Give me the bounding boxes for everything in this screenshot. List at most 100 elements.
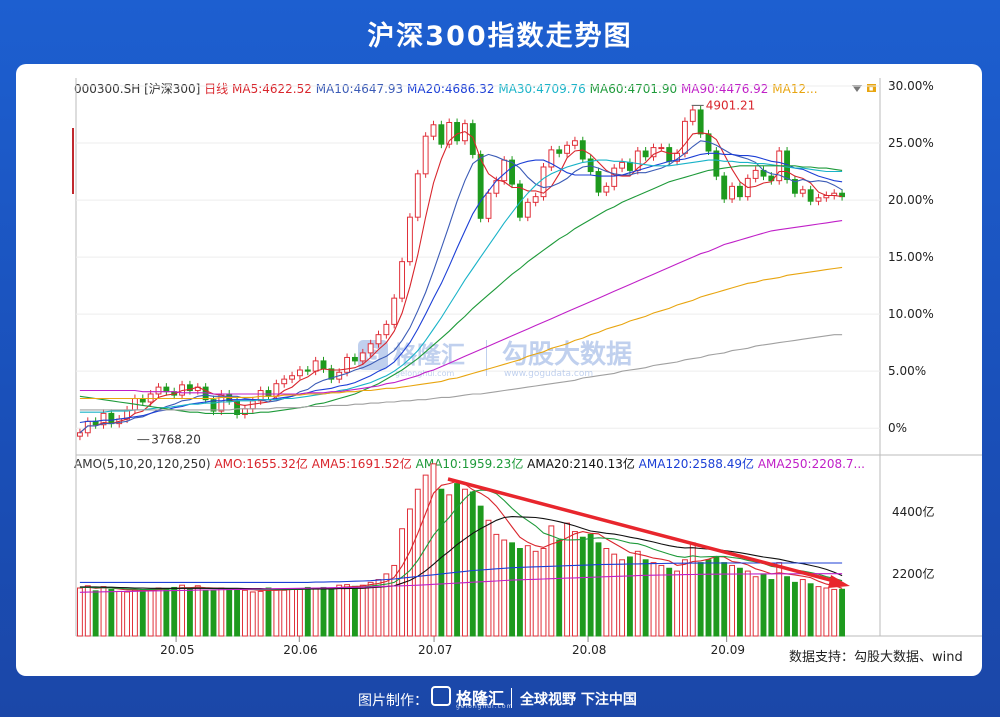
price-annotation: 4901.21 [706, 98, 756, 112]
legend-item: AMA20:2140.13亿 [523, 456, 635, 471]
volume-bar [666, 567, 673, 637]
candle-body [446, 122, 453, 145]
volume-bar [171, 586, 178, 637]
volume-bar [477, 505, 484, 637]
footer-slogan: 全球视野 下注中国 [520, 692, 637, 708]
volume-bar [571, 531, 578, 637]
lock-icon[interactable]: ■ [867, 84, 876, 93]
volume-bar [634, 550, 641, 637]
legend-item: AMO(5,10,20,120,250) [74, 457, 211, 471]
legend-item: MA10:4647.93 [312, 82, 403, 96]
volume-y-tick: 4400亿 [892, 504, 935, 519]
candle-body [163, 386, 170, 393]
candle-body [516, 183, 523, 218]
candle-body [509, 159, 516, 185]
candle-body [375, 334, 382, 345]
volume-bar [257, 590, 264, 637]
volume-bar [359, 584, 366, 637]
candle-body [619, 161, 626, 169]
volume-bar [249, 591, 256, 637]
legend-item: MA5:4622.52 [228, 82, 312, 96]
volume-bar [383, 573, 390, 637]
volume-bar [328, 589, 335, 637]
volume-bar [768, 579, 775, 637]
candle-body [367, 343, 374, 354]
volume-bar [84, 585, 91, 637]
candle-body [603, 185, 610, 193]
candle-body [532, 196, 539, 203]
volume-bar [446, 494, 453, 637]
volume-bar [289, 588, 296, 637]
footer-made-by-label: 图片制作： [358, 693, 428, 709]
volume-bar [556, 539, 563, 637]
volume-bar [351, 585, 358, 637]
volume-bar [92, 590, 99, 637]
volume-bar [532, 550, 539, 637]
candle-body [799, 189, 806, 194]
ma-line-ma20 [79, 152, 843, 424]
volume-bar [548, 525, 555, 637]
watermark: G 格隆汇 gelonghui.com 勾股大数据 www.gogudata.c… [358, 340, 632, 379]
candle-body [791, 179, 798, 194]
legend-item: AMA10:1959.23亿 [412, 456, 524, 471]
price-y-tick: 20.00% [888, 193, 934, 207]
volume-bar [124, 591, 131, 637]
candle-body [666, 147, 673, 162]
ma-line-ma120 [79, 266, 843, 400]
candle-body [328, 368, 335, 380]
volume-ma-line-ama120 [79, 562, 843, 583]
volume-bar [799, 579, 806, 637]
volume-bar [296, 588, 303, 637]
volume-bar [186, 588, 193, 637]
volume-bar [163, 588, 170, 637]
legend-item: AMA120:2588.49亿 [635, 456, 754, 471]
volume-bar [752, 576, 759, 637]
candle-body [344, 356, 351, 373]
volume-bar [619, 559, 626, 637]
watermark-brand1: 格隆汇 [393, 341, 465, 369]
ma-line-ma90 [79, 220, 843, 395]
volume-bar [438, 488, 445, 637]
volume-bar [729, 564, 736, 637]
x-tick-label: 20.08 [572, 643, 606, 657]
ma-line-ma250 [79, 334, 843, 411]
volume-bar [831, 588, 838, 637]
volume-bar [516, 548, 523, 637]
candle-body [92, 420, 99, 426]
volume-bar [414, 488, 421, 637]
chart-svg: 000300.SH [沪深300] 日线 MA5:4622.52 MA10:46… [72, 78, 982, 665]
footer-logo-icon [431, 686, 451, 706]
volume-bar [603, 548, 610, 637]
volume-bar [736, 567, 743, 637]
footer-logo-sub: gelonghui.com [456, 703, 514, 710]
volume-bar [430, 463, 437, 637]
candle-body [422, 135, 429, 175]
x-tick-label: 20.05 [160, 643, 194, 657]
candle-body [626, 161, 633, 171]
volume-bar [375, 579, 382, 637]
x-tick-label: 20.06 [283, 643, 317, 657]
candle-body [469, 123, 476, 155]
legend-item: MA90:4476.92 [677, 82, 768, 96]
volume-bar [611, 553, 618, 637]
candle-body [414, 173, 421, 218]
volume-bar [587, 533, 594, 637]
candle-body [548, 149, 555, 168]
volume-bar [469, 491, 476, 637]
volume-bar [116, 590, 123, 637]
candle-body [642, 150, 649, 158]
volume-bar [336, 584, 343, 637]
volume-bar [697, 562, 704, 637]
volume-legend: AMO(5,10,20,120,250) AMO:1655.32亿 AMA5:1… [74, 456, 865, 471]
candle-body [76, 432, 83, 437]
volume-bar [202, 589, 209, 637]
volume-bar [658, 564, 665, 637]
candle-body [359, 352, 366, 362]
candle-body [752, 169, 759, 179]
ma-line-ma10 [79, 140, 843, 434]
footer-logo-text: 格隆汇 [456, 689, 505, 708]
legend-collapse-icon[interactable] [852, 85, 862, 92]
candle-body [399, 261, 406, 299]
legend-item: MA60:4701.90 [586, 82, 677, 96]
candle-body [304, 369, 311, 372]
